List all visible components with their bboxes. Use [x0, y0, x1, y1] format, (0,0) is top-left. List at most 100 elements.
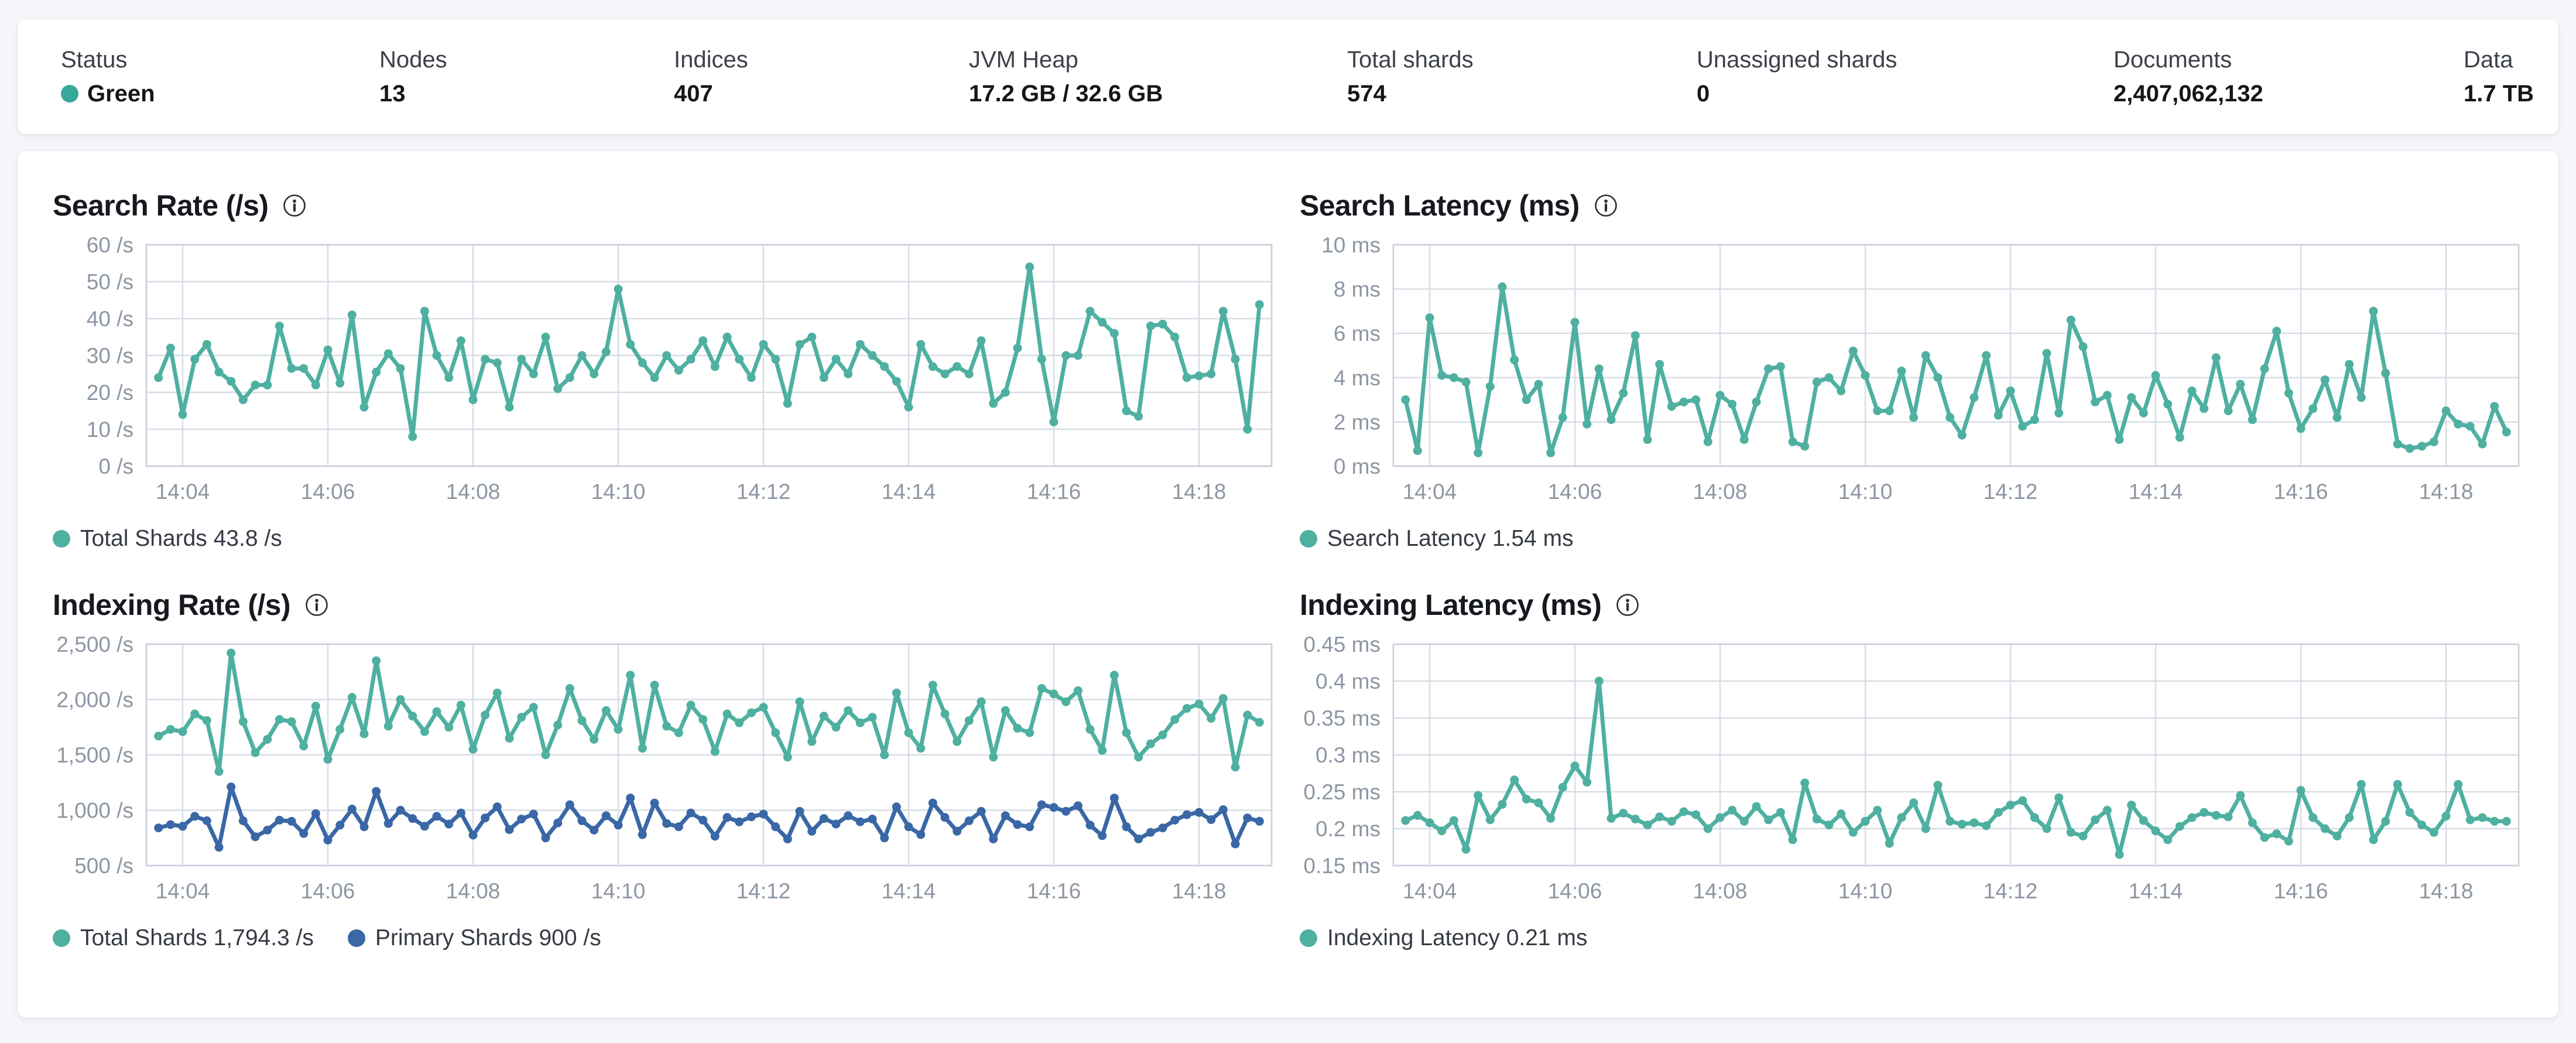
plot-border [1392, 244, 2520, 467]
series-point [1413, 811, 1422, 820]
series-point [577, 816, 587, 825]
series-point [2151, 371, 2160, 380]
series-point [1933, 373, 1943, 382]
series-point [565, 800, 574, 809]
series-point [190, 812, 200, 821]
x-axis-tick-label: 14:10 [591, 879, 646, 903]
series-point [2405, 808, 2414, 817]
info-icon[interactable] [1594, 193, 1618, 218]
legend-item[interactable]: Total Shards 43.8 /s [53, 526, 282, 552]
stat-label: Indices [674, 46, 748, 73]
series-point [565, 373, 574, 382]
series-point [2356, 393, 2366, 402]
series-point [408, 712, 417, 721]
stat-label: JVM Heap [969, 46, 1078, 73]
series-point [1401, 395, 1410, 405]
chart-canvas[interactable]: 0 ms 2 ms 4 ms 6 ms 8 ms 10 ms 14:04 14:06 14:08… [1300, 233, 2523, 517]
x-axis-tick-label: 14:14 [2129, 480, 2183, 504]
x-axis-tick-label: 14:08 [1693, 480, 1748, 504]
series-point [227, 782, 236, 792]
series-point [662, 819, 672, 828]
series-point [1146, 322, 1155, 331]
y-axis-tick-label: 2,500 /s [56, 632, 133, 656]
series-point [238, 717, 248, 726]
series-point [2405, 444, 2414, 453]
series-point [1122, 822, 1131, 832]
series-point [2320, 824, 2330, 833]
legend-item[interactable]: Search Latency 1.54 ms [1300, 526, 1574, 552]
series-point [977, 697, 986, 706]
series-point [831, 354, 841, 364]
chart-canvas[interactable]: 0 /s 10 /s 20 /s 30 /s 40 /s 50 /s 60 /s 14:04 1… [53, 233, 1276, 517]
series-point [1098, 746, 1107, 755]
series-point [1218, 306, 1228, 316]
info-icon[interactable] [282, 193, 307, 218]
x-axis-tick-label: 14:18 [2419, 480, 2474, 504]
legend-item[interactable]: Total Shards 1,794.3 /s [53, 925, 314, 951]
series-point [674, 365, 683, 375]
series-point [1993, 411, 2003, 420]
series-point [626, 794, 635, 803]
series-point [626, 671, 635, 680]
info-icon[interactable] [1615, 593, 1640, 617]
x-axis-tick-label: 14:12 [737, 480, 791, 504]
series-point [638, 830, 647, 839]
series-point [1897, 813, 1906, 822]
series-point [2490, 402, 2499, 411]
x-axis-tick-label: 14:04 [1403, 879, 1457, 903]
series-point [1715, 813, 1725, 822]
series-point [2236, 379, 2245, 389]
series-point [492, 358, 502, 368]
series-point [1739, 435, 1749, 444]
series-point [855, 718, 865, 727]
series-point [844, 370, 853, 378]
series-point [1582, 419, 1592, 429]
series-point [1848, 346, 1858, 355]
series-point [1255, 816, 1264, 826]
legend-item[interactable]: Indexing Latency 0.21 ms [1300, 925, 1587, 951]
series-point [1474, 791, 1483, 800]
series-point [722, 709, 732, 719]
y-axis-tick-label: 30 /s [87, 344, 133, 368]
stat-value: 407 [674, 80, 713, 107]
series-point [190, 709, 200, 719]
series-point [2006, 801, 2015, 810]
series-point [2345, 360, 2354, 369]
series-point [505, 734, 514, 743]
chart-canvas[interactable]: 0.15 ms 0.2 ms 0.25 ms 0.3 ms 0.35 ms 0.4 ms 0… [1300, 632, 2523, 916]
series-point [2260, 833, 2269, 842]
series-point [892, 377, 901, 386]
series-point [432, 351, 441, 360]
series-point [868, 351, 877, 360]
status-value-text: Green [87, 80, 155, 107]
series-point [1788, 437, 1797, 446]
series-point [759, 809, 768, 819]
series-point [771, 822, 780, 832]
x-axis-tick-label: 14:10 [1838, 879, 1893, 903]
series-point [1752, 802, 1761, 811]
x-axis-tick-label: 14:18 [1172, 480, 1227, 504]
series-point [2200, 404, 2209, 413]
series-point [481, 354, 490, 364]
legend-item[interactable]: Primary Shards 900 /s [347, 925, 601, 951]
series-point [1848, 827, 1858, 837]
series-point [2381, 816, 2390, 826]
series-point [1158, 823, 1167, 833]
chart-canvas[interactable]: 500 /s 1,000 /s 1,500 /s 2,000 /s 2,500 /s 14… [53, 632, 1276, 916]
series-point [1073, 801, 1083, 811]
series-point [505, 402, 514, 412]
series-point [953, 826, 962, 836]
series-point [807, 333, 817, 341]
info-icon[interactable] [304, 593, 329, 617]
series-point [2272, 326, 2282, 336]
series-point [1606, 415, 1616, 425]
series-point [1837, 387, 1846, 395]
series-point [614, 725, 623, 734]
series-point [1243, 425, 1252, 434]
series-point [1776, 362, 1785, 371]
summary-stat-total-shards: Total shards 574 [1347, 47, 1697, 107]
x-axis-tick-label: 14:16 [2274, 879, 2328, 903]
series-point [396, 695, 405, 704]
series-point [1146, 827, 1155, 837]
series-line [156, 785, 1262, 850]
